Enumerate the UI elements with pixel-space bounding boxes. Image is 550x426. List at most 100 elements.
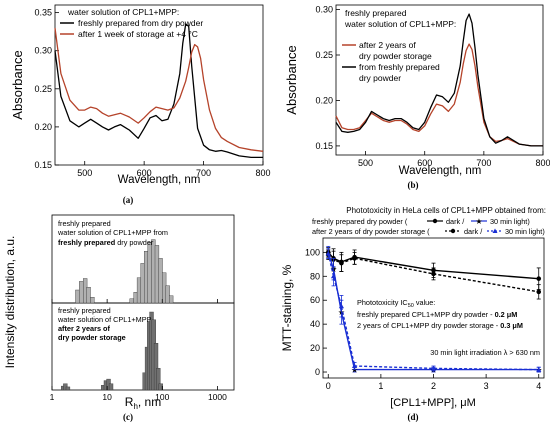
panel-d-legend-dark-2: dark / [464, 227, 483, 236]
panel-a-series [54, 23, 264, 159]
panel-d-xtick-label: 0 [326, 381, 331, 391]
panel-c-bottom-annotation-1: freshly prepared [58, 306, 111, 315]
panel-b-legend-2years-1: after 2 years of [359, 40, 416, 50]
panel-d-ytick-label: 0 [315, 367, 320, 377]
panel-c-bar [158, 383, 163, 391]
panel-c-ylabel: Intensity distribution, a.u. [3, 236, 17, 369]
panel-c-xtick-label: 1000 [208, 392, 227, 402]
panel-a-xtick-label: 800 [255, 168, 270, 178]
panel-d-ytick-label: 40 [310, 319, 320, 329]
panel-a-ytick-label: 0.20 [34, 122, 52, 132]
panel-b-ytick-label: 0.25 [315, 50, 333, 60]
panel-c-bar [129, 298, 134, 304]
panel-b-ytick-label: 0.15 [315, 141, 333, 151]
panel-a-ticks: 500 600 700 800 0.15 0.20 0.25 0.30 0.35 [34, 8, 270, 178]
panel-d-point: ★ [351, 366, 358, 375]
panel-a-legend-week: after 1 week of storage at +4 °C [78, 29, 198, 39]
panel-c-bar [165, 285, 170, 304]
panel-b-ylabel: Absorbance [284, 45, 299, 114]
panel-c-xtick-label: 1 [50, 392, 55, 402]
panel-d-ytick-label: 80 [310, 271, 320, 281]
panel-d-point [536, 367, 542, 372]
panel-d-legend-row2: after 2 years of dry powder storage ( [312, 227, 430, 236]
panel-d-ytick-label: 20 [310, 343, 320, 353]
panel-d-ic50-fresh: freshly prepared CPL1+MPP dry powder - 0… [357, 310, 517, 319]
panel-c-bar [168, 295, 174, 304]
panel-b-xlabel: Wavelength, nm [399, 165, 482, 177]
panel-a-series-line-0 [54, 23, 263, 159]
panel-d-legend-marker-fresh-dark [432, 218, 438, 224]
panel-b-xtick-label: 600 [417, 158, 432, 168]
panel-d-xlabel: [CPL1+MPP], μM [390, 397, 476, 409]
panel-c-bar [75, 289, 80, 304]
panel-c-bottom-annotation-4: dry powder storage [58, 333, 126, 342]
panel-c-bar [86, 287, 91, 304]
panel-a-plot-frame [54, 4, 264, 166]
panel-d-point [339, 260, 344, 266]
panel-c-bars [61, 239, 174, 391]
panel-d-point [338, 303, 345, 309]
panel-d-point [430, 365, 437, 371]
panel-d-legend-marker-stored-dark [450, 228, 456, 234]
panel-a-xtick-label: 600 [137, 168, 152, 178]
panel-c-ticks: 1 10 100 1000 [50, 299, 227, 402]
panel-d-point [325, 250, 331, 256]
panel-c-bar [79, 281, 84, 304]
panel-b-xtick-label: 500 [358, 158, 373, 168]
panel-a-legend-fresh: freshly prepared from dry powder [78, 18, 203, 28]
panel-b-legend-fresh-2: dry powder [359, 73, 401, 83]
panel-d-point [431, 271, 436, 277]
panel-a-xtick-label: 500 [77, 168, 92, 178]
panel-c-xlabel: Rh, nm [125, 395, 161, 411]
panel-d-legend-dark-1: dark / [446, 217, 465, 226]
panel-a-xlabel: Wavelength, nm [118, 174, 201, 186]
panel-c-xtick-label: 100 [155, 392, 169, 402]
panel-c-bar [147, 242, 152, 304]
panel-c-bar [156, 368, 161, 391]
panel-a-series-line-1 [54, 27, 264, 152]
panel-d-point [536, 276, 542, 281]
panel-d-ic50-title: Phototoxicity IC50 value: [357, 298, 435, 309]
panel-b-label: (b) [408, 180, 419, 190]
panel-a-ytick-label: 0.35 [34, 8, 52, 18]
panel-a-ytick-label: 0.25 [34, 84, 52, 94]
panel-d-legend-light-1: 30 min light) [490, 217, 530, 226]
panel-c-bar [154, 245, 160, 304]
panel-c-xtick-label: 10 [102, 392, 112, 402]
panel-c-bar [151, 239, 156, 304]
panel-a-ylabel: Absorbance [10, 50, 25, 119]
panel-c-bar [108, 383, 114, 391]
panel-d-point [330, 273, 337, 279]
panel-d-legend-row1: freshly prepared dry powder ( [312, 217, 408, 226]
panel-c-top-annotation-3: freshly prepared dry powder [58, 238, 154, 247]
panel-b-series-line-1 [335, 13, 543, 147]
panel-d-series-line-2 [327, 252, 539, 371]
panel-c-bar [65, 386, 71, 391]
panel-d-point [352, 256, 357, 261]
panel-c-bar [158, 258, 163, 304]
panel-b-ytick-label: 0.20 [315, 95, 333, 105]
panel-c-top-annotation-2: water solution of CPL1+MPP from [57, 228, 168, 237]
panel-d-point [536, 289, 542, 295]
panel-a: 500 600 700 800 0.15 0.20 0.25 0.30 0.35 Absorba… [10, 4, 271, 205]
panel-d-title: Phototoxicity in HeLa cells of CPL1+MPP … [346, 206, 546, 215]
panel-c-top-annotation-1: freshly prepared [58, 219, 111, 228]
panel-a-ytick-label: 0.15 [34, 160, 52, 170]
panel-b-xtick-label: 700 [476, 158, 491, 168]
panel-a-label: (a) [123, 195, 134, 205]
panel-c-bar [153, 343, 159, 391]
panel-d-xtick-label: 4 [536, 381, 541, 391]
panel-d-label: (d) [408, 412, 419, 422]
panel-b-legend-title-1: freshly prepared [345, 8, 407, 18]
panel-b-legend-2years-2: dry powder storage [359, 51, 432, 61]
panel-a-ytick-label: 0.30 [34, 46, 52, 56]
panel-c-bar [90, 297, 95, 304]
panel-d-ic50-stored: 2 years of CPL1+MPP dry powder storage -… [357, 321, 523, 330]
panel-c: 1 10 100 1000 Intensity distribution, a.u. … [3, 214, 235, 422]
panel-d-irradiation-note: 30 min light irradiation λ > 630 nm [430, 348, 540, 357]
panel-c-bottom-annotation-2: water solution of CPL1+MPP [57, 315, 152, 324]
panel-b-legend-title-2: water solution of CPL1+MPP: [344, 19, 456, 29]
panel-d-legend-marker-stored-light [492, 228, 498, 233]
